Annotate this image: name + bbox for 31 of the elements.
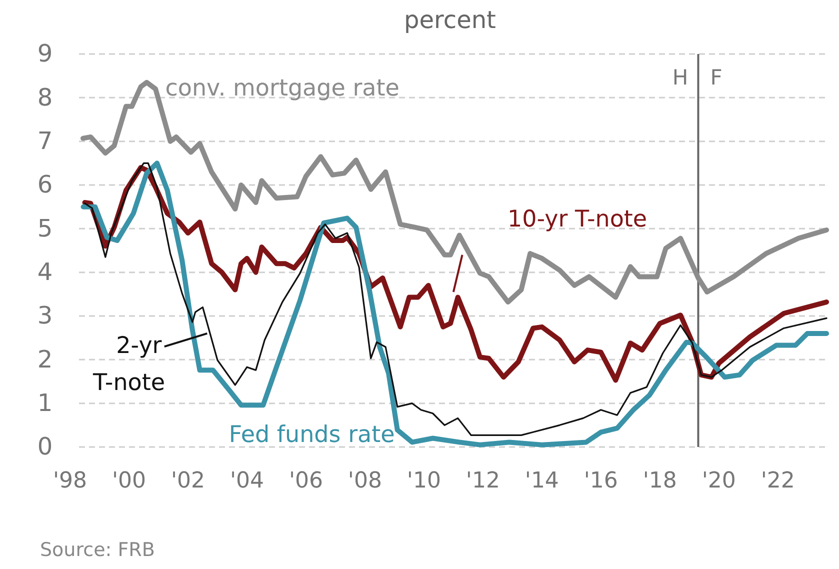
y-tick-label: 5 bbox=[37, 214, 53, 242]
y-tick-label: 7 bbox=[37, 127, 53, 156]
x-tick-label: '22 bbox=[760, 468, 795, 494]
y-tick-label: 0 bbox=[37, 432, 53, 461]
y-tick-label: 3 bbox=[37, 302, 53, 330]
x-tick-label: '18 bbox=[642, 468, 677, 494]
annotation: F bbox=[710, 66, 722, 90]
x-tick-label: '16 bbox=[584, 468, 618, 494]
y-tick-label: 9 bbox=[37, 40, 53, 68]
text: 10-yr T-note bbox=[507, 206, 648, 232]
x-tick-label: '98 bbox=[52, 468, 88, 494]
series-label: Fed funds rate bbox=[228, 422, 395, 448]
x-tick-label: '12 bbox=[466, 468, 500, 494]
x-tick-label: '08 bbox=[348, 468, 382, 494]
y-tick-label: 8 bbox=[37, 83, 53, 112]
x-tick-label: '06 bbox=[288, 468, 323, 494]
legend-label: 2-yr T-note bbox=[92, 333, 166, 396]
series-label: conv. mortgage rate bbox=[165, 75, 400, 102]
x-tick-label: '02 bbox=[170, 468, 205, 494]
chart-subtitle: percent bbox=[404, 6, 496, 34]
ref-line-label: H bbox=[672, 66, 688, 90]
x-tick-label: '10 bbox=[406, 468, 441, 494]
source-note: Source: FRB bbox=[40, 539, 155, 561]
x-tick-label: '04 bbox=[230, 468, 264, 494]
y-tick-label: 6 bbox=[37, 170, 53, 199]
x-tick-label: '20 bbox=[702, 468, 736, 494]
y-tick-label: 1 bbox=[37, 389, 53, 418]
x-tick-label: '14 bbox=[524, 468, 559, 494]
y-tick-label: 2 bbox=[37, 345, 53, 374]
x-tick-label: '00 bbox=[112, 468, 146, 494]
y-tick-label: 4 bbox=[37, 258, 53, 286]
